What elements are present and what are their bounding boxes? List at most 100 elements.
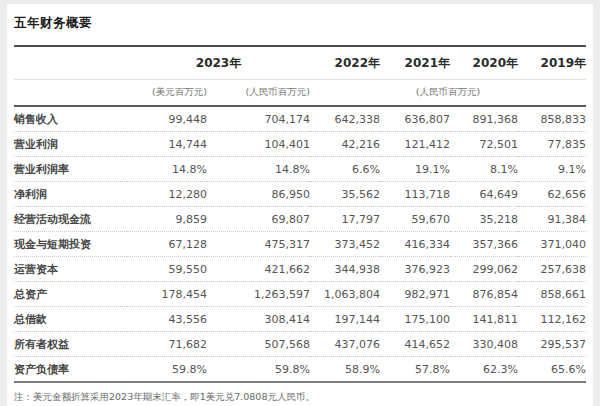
- cell-value: 9.1%: [518, 157, 586, 182]
- cell-value: 373,452: [310, 232, 380, 257]
- cell-value: 58.9%: [310, 357, 380, 383]
- financial-summary-table: 2023年 2022年 2021年 2020年 2019年 (美元百万元) (人…: [14, 45, 586, 383]
- cell-value: 437,076: [310, 332, 380, 357]
- table-header-years: 2023年 2022年 2021年 2020年 2019年: [14, 46, 586, 80]
- year-header-2022: 2022年: [310, 46, 380, 80]
- year-header-2021: 2021年: [380, 46, 450, 80]
- cell-value: 141,811: [450, 307, 518, 332]
- cell-value: 69,807: [207, 207, 310, 232]
- cell-value: 14.8%: [127, 157, 207, 182]
- row-label: 运营资本: [14, 257, 127, 282]
- table-row: 资产负债率 59.8% 59.8% 58.9% 57.8% 62.3% 65.6…: [14, 357, 586, 383]
- cell-value: 421,662: [207, 257, 310, 282]
- table-row: 销售收入 99,448 704,174 642,338 636,807 891,…: [14, 106, 586, 132]
- unit-rmb-group-label: (人民币百万元): [310, 80, 586, 107]
- cell-value: 91,384: [518, 207, 586, 232]
- cell-value: 35,218: [450, 207, 518, 232]
- report-card: 五年财务概要 2023年 2022年 2021年 2020年 2019年 (美元…: [7, 4, 593, 406]
- cell-value: 67,128: [127, 232, 207, 257]
- table-row: 所有者权益 71,682 507,568 437,076 414,652 330…: [14, 332, 586, 357]
- cell-value: 197,144: [310, 307, 380, 332]
- table-row: 总借款 43,556 308,414 197,144 175,100 141,8…: [14, 307, 586, 332]
- cell-value: 330,408: [450, 332, 518, 357]
- cell-value: 178,454: [127, 282, 207, 307]
- cell-value: 414,652: [380, 332, 450, 357]
- cell-value: 59.8%: [127, 357, 207, 383]
- cell-value: 113,718: [380, 182, 450, 207]
- cell-value: 295,537: [518, 332, 586, 357]
- cell-value: 42,216: [310, 132, 380, 157]
- cell-value: 43,556: [127, 307, 207, 332]
- row-label: 销售收入: [14, 106, 127, 132]
- cell-value: 64,649: [450, 182, 518, 207]
- cell-value: 14,744: [127, 132, 207, 157]
- table-header: 2023年 2022年 2021年 2020年 2019年 (美元百万元) (人…: [14, 46, 586, 106]
- row-label: 资产负债率: [14, 357, 127, 383]
- cell-value: 858,661: [518, 282, 586, 307]
- cell-value: 982,971: [380, 282, 450, 307]
- cell-value: 59,550: [127, 257, 207, 282]
- cell-value: 77,835: [518, 132, 586, 157]
- table-row: 运营资本 59,550 421,662 344,938 376,923 299,…: [14, 257, 586, 282]
- cell-value: 308,414: [207, 307, 310, 332]
- cell-value: 876,854: [450, 282, 518, 307]
- cell-value: 507,568: [207, 332, 310, 357]
- cell-value: 1,263,597: [207, 282, 310, 307]
- cell-value: 9,859: [127, 207, 207, 232]
- cell-value: 376,923: [380, 257, 450, 282]
- row-label: 营业利润率: [14, 157, 127, 182]
- cell-value: 59.8%: [207, 357, 310, 383]
- table-header-units: (美元百万元) (人民币百万元) (人民币百万元): [14, 80, 586, 107]
- table-row: 营业利润 14,744 104,401 42,216 121,412 72,50…: [14, 132, 586, 157]
- cell-value: 71,682: [127, 332, 207, 357]
- cell-value: 86,950: [207, 182, 310, 207]
- table-body: 销售收入 99,448 704,174 642,338 636,807 891,…: [14, 106, 586, 382]
- cell-value: 344,938: [310, 257, 380, 282]
- unit-rmb-label: (人民币百万元): [207, 80, 310, 107]
- cell-value: 704,174: [207, 106, 310, 132]
- unit-usd-label: (美元百万元): [127, 80, 207, 107]
- cell-value: 299,062: [450, 257, 518, 282]
- cell-value: 57.8%: [380, 357, 450, 383]
- cell-value: 62.3%: [450, 357, 518, 383]
- cell-value: 65.6%: [518, 357, 586, 383]
- cell-value: 371,040: [518, 232, 586, 257]
- cell-value: 121,412: [380, 132, 450, 157]
- cell-value: 112,162: [518, 307, 586, 332]
- header-spacer: [14, 46, 127, 80]
- cell-value: 357,366: [450, 232, 518, 257]
- header-spacer: [14, 80, 127, 107]
- cell-value: 257,638: [518, 257, 586, 282]
- table-row: 总资产 178,454 1,263,597 1,063,804 982,971 …: [14, 282, 586, 307]
- row-label: 经营活动现金流: [14, 207, 127, 232]
- page-title: 五年财务概要: [14, 15, 586, 32]
- footnote: 注：美元金额折算采用2023年期末汇率，即1美元兑7.0808元人民币。: [14, 391, 586, 406]
- row-label: 净利润: [14, 182, 127, 207]
- cell-value: 475,317: [207, 232, 310, 257]
- row-label: 营业利润: [14, 132, 127, 157]
- row-label: 总资产: [14, 282, 127, 307]
- cell-value: 62,656: [518, 182, 586, 207]
- cell-value: 14.8%: [207, 157, 310, 182]
- row-label: 所有者权益: [14, 332, 127, 357]
- table-row: 现金与短期投资 67,128 475,317 373,452 416,334 3…: [14, 232, 586, 257]
- year-header-2023: 2023年: [127, 46, 310, 80]
- cell-value: 416,334: [380, 232, 450, 257]
- year-header-2020: 2020年: [450, 46, 518, 80]
- table-row: 营业利润率 14.8% 14.8% 6.6% 19.1% 8.1% 9.1%: [14, 157, 586, 182]
- cell-value: 642,338: [310, 106, 380, 132]
- cell-value: 99,448: [127, 106, 207, 132]
- cell-value: 8.1%: [450, 157, 518, 182]
- cell-value: 1,063,804: [310, 282, 380, 307]
- cell-value: 104,401: [207, 132, 310, 157]
- cell-value: 12,280: [127, 182, 207, 207]
- table-row: 净利润 12,280 86,950 35,562 113,718 64,649 …: [14, 182, 586, 207]
- cell-value: 72,501: [450, 132, 518, 157]
- row-label: 现金与短期投资: [14, 232, 127, 257]
- cell-value: 175,100: [380, 307, 450, 332]
- table-row: 经营活动现金流 9,859 69,807 17,797 59,670 35,21…: [14, 207, 586, 232]
- row-label: 总借款: [14, 307, 127, 332]
- year-header-2019: 2019年: [518, 46, 586, 80]
- cell-value: 858,833: [518, 106, 586, 132]
- cell-value: 19.1%: [380, 157, 450, 182]
